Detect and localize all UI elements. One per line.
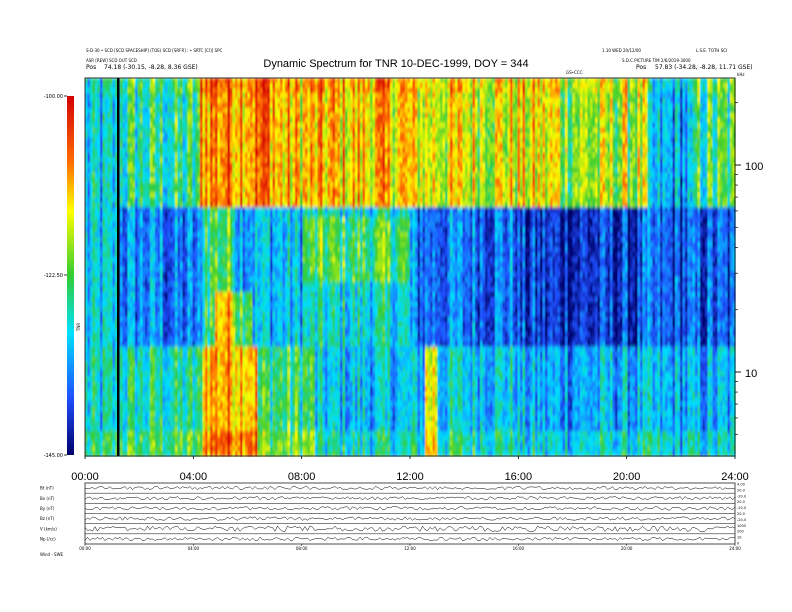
colorbar bbox=[67, 96, 74, 455]
colorbar-tick-mid: -122.50 bbox=[44, 273, 63, 279]
colorbar-side-label: TNR bbox=[76, 323, 81, 332]
colorbar-tick-top: -100.00 bbox=[44, 94, 63, 100]
spectrogram bbox=[85, 78, 736, 457]
colorbar-tick-bottom: -145.00 bbox=[44, 453, 63, 459]
